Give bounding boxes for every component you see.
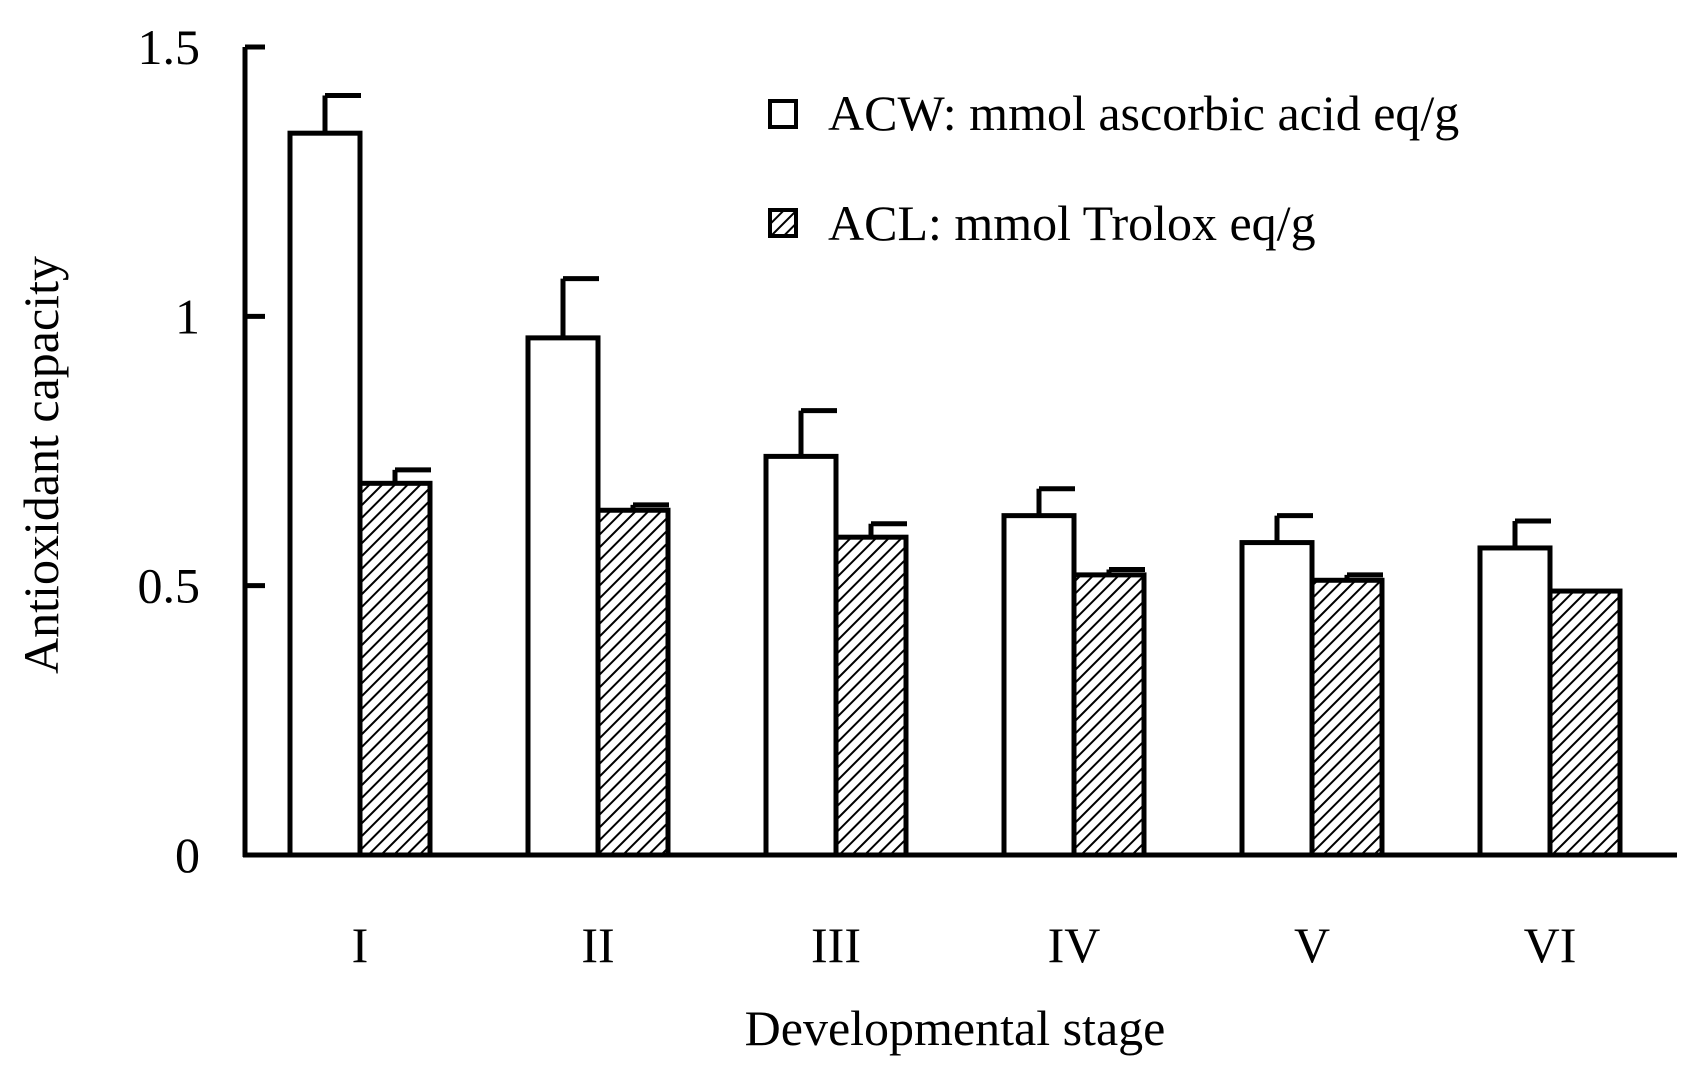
bar-acl-III [833,534,909,858]
bar-acw-VI [1477,545,1553,858]
y-tick-label: 1 [175,288,200,344]
axes [242,44,1677,858]
legend-label-acw: ACW: mmol ascorbic acid eq/g [828,85,1459,141]
x-tick-label: VI [1524,917,1577,973]
x-tick-label: I [352,917,369,973]
bars [287,92,1623,858]
bar-acw-V [1239,540,1315,858]
y-tick-label: 0 [175,827,200,883]
x-axis-title: Developmental stage [745,1000,1166,1056]
bar-acl-VI [1547,588,1623,858]
bar-acl-II [595,507,671,858]
y-tick-label: 1.5 [138,19,201,75]
bar-acw-II [525,335,601,858]
y-tick-label: 0.5 [138,558,201,614]
x-tick-label: III [811,917,861,973]
y-axis-title: Antioxidant capacity [13,256,69,674]
labels: Developmental stage Antioxidant capacity… [13,19,1576,1056]
legend: ACW: mmol ascorbic acid eq/g ACL: mmol T… [768,85,1459,251]
x-tick-label: IV [1048,917,1101,973]
legend-swatch-acw [768,99,798,129]
bar-acw-IV [1001,513,1077,858]
bar-acl-I [357,480,433,858]
bar-acl-IV [1071,572,1147,858]
bar-acw-III [763,453,839,858]
bar-acw-I [287,130,363,858]
legend-label-acl: ACL: mmol Trolox eq/g [828,195,1316,251]
bar-acl-V [1309,577,1385,858]
legend-swatch-acl [768,208,798,238]
x-tick-label: V [1294,917,1330,973]
x-tick-label: II [581,917,614,973]
